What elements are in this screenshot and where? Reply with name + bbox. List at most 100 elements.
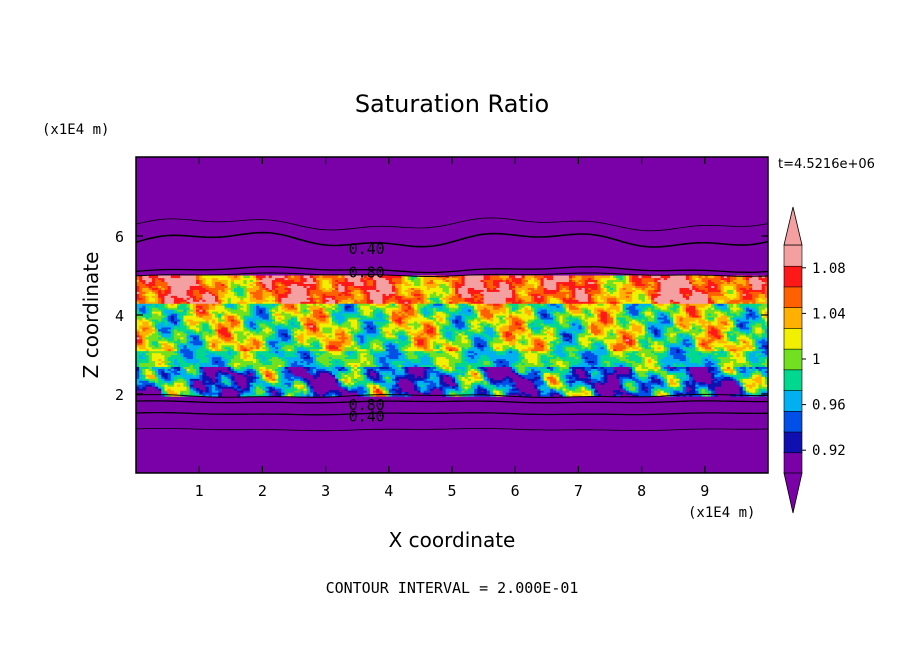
- field-cell: [673, 354, 677, 358]
- field-cell: [505, 390, 510, 393]
- field-cell: [445, 348, 450, 352]
- field-cell: [736, 352, 741, 356]
- field-cell: [673, 350, 677, 354]
- field-cell: [278, 378, 282, 381]
- field-cell: [584, 364, 589, 367]
- field-cell: [502, 386, 507, 389]
- field-cell: [704, 344, 709, 348]
- field-cell: [158, 378, 162, 381]
- field-cell: [426, 346, 431, 350]
- field-cell: [521, 364, 526, 367]
- field-cell: [265, 384, 270, 387]
- field-cell: [211, 352, 216, 356]
- field-cell: [673, 374, 677, 377]
- field-cell: [271, 372, 276, 375]
- field-cell: [606, 348, 611, 352]
- field-cell: [537, 390, 542, 393]
- field-cell: [290, 386, 295, 389]
- field-cell: [670, 372, 674, 375]
- field-cell: [698, 356, 703, 360]
- field-cell: [663, 372, 668, 375]
- field-cell: [227, 374, 232, 377]
- field-cell: [275, 350, 279, 354]
- field-cell: [363, 376, 368, 379]
- field-cell: [689, 344, 693, 348]
- field-cell: [388, 380, 393, 383]
- field-cell: [398, 342, 403, 346]
- field-cell: [294, 364, 298, 367]
- field-cell: [436, 350, 440, 354]
- field-cell: [477, 346, 482, 350]
- field-cell: [360, 384, 365, 387]
- field-cell: [312, 394, 317, 397]
- field-cell: [641, 392, 646, 395]
- field-cell: [256, 338, 260, 342]
- field-cell: [445, 360, 450, 364]
- field-cell: [553, 358, 557, 362]
- field-cell: [720, 376, 725, 379]
- field-cell: [493, 346, 497, 350]
- field-cell: [654, 366, 658, 369]
- field-cell: [391, 362, 396, 365]
- field-cell: [758, 382, 763, 385]
- field-cell: [414, 380, 418, 383]
- field-cell: [275, 388, 279, 391]
- field-cell: [436, 376, 440, 379]
- field-cell: [233, 382, 238, 385]
- field-cell: [749, 340, 753, 344]
- field-cell: [461, 350, 466, 354]
- field-cell: [480, 354, 485, 358]
- field-cell: [164, 394, 169, 397]
- field-cell: [764, 392, 768, 395]
- field-cell: [173, 360, 178, 364]
- field-cell: [663, 354, 668, 358]
- field-cell: [350, 370, 355, 373]
- field-cell: [679, 378, 684, 381]
- field-cell: [445, 392, 450, 395]
- field-cell: [682, 368, 687, 371]
- field-cell: [518, 366, 523, 369]
- field-cell: [233, 346, 238, 350]
- field-cell: [410, 352, 415, 356]
- field-cell: [376, 338, 380, 342]
- field-cell: [594, 358, 598, 362]
- field-cell: [622, 340, 627, 344]
- field-cell: [278, 390, 282, 393]
- field-cell: [436, 384, 440, 387]
- field-cell: [584, 386, 589, 389]
- field-cell: [739, 348, 744, 352]
- field-cell: [262, 384, 267, 387]
- field-cell: [423, 390, 428, 393]
- field-cell: [423, 358, 428, 362]
- field-cell: [385, 350, 390, 354]
- field-cell: [379, 354, 384, 358]
- field-cell: [635, 394, 640, 397]
- field-cell: [139, 342, 143, 346]
- field-cell: [309, 346, 314, 350]
- field-cell: [439, 374, 444, 377]
- field-cell: [312, 358, 317, 362]
- field-cell: [581, 386, 586, 389]
- field-cell: [698, 340, 703, 344]
- field-cell: [442, 366, 447, 369]
- field-cell: [246, 360, 251, 364]
- field-cell: [300, 344, 305, 348]
- field-cell: [660, 378, 665, 381]
- field-cell: [682, 388, 687, 391]
- field-cell: [720, 356, 725, 360]
- field-cell: [202, 376, 207, 379]
- field-cell: [739, 340, 744, 344]
- field-cell: [467, 346, 472, 350]
- field-cell: [749, 384, 753, 387]
- field-cell: [581, 368, 586, 371]
- field-cell: [714, 362, 719, 365]
- field-cell: [142, 376, 147, 379]
- field-cell: [303, 380, 308, 383]
- plot-area: [136, 157, 768, 473]
- field-cell: [553, 354, 557, 358]
- field-cell: [186, 374, 191, 377]
- field-cell: [531, 342, 535, 346]
- field-cell: [379, 392, 384, 395]
- field-cell: [148, 372, 153, 375]
- field-cell: [278, 360, 282, 364]
